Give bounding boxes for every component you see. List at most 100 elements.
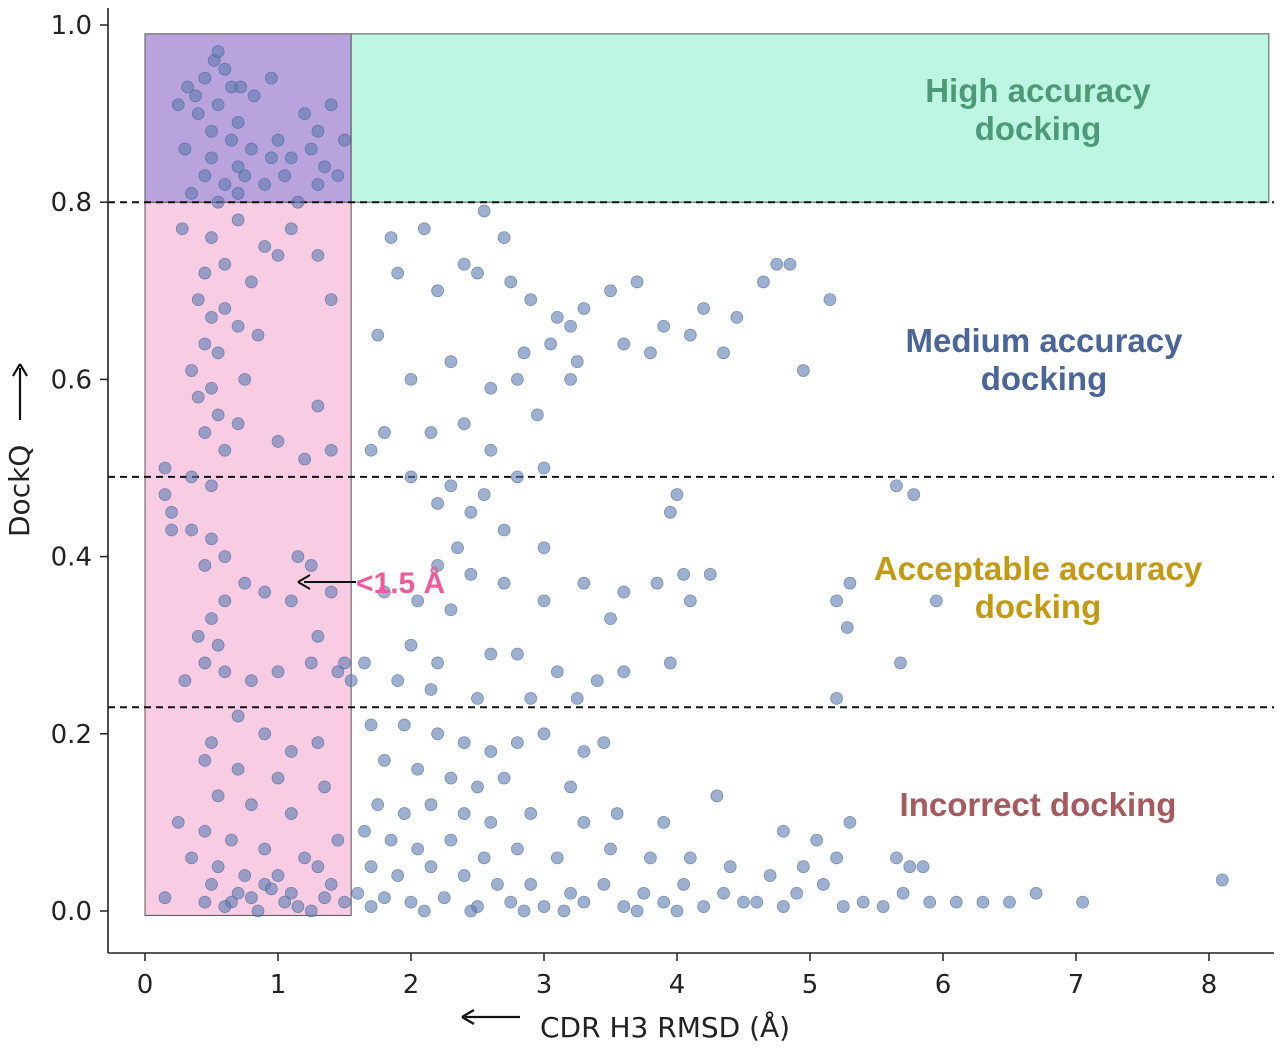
- data-point-217: [471, 691, 484, 705]
- data-point-254: [550, 851, 564, 865]
- data-point-131: [278, 895, 292, 909]
- data-point-138: [158, 891, 172, 905]
- data-point-130: [251, 904, 265, 918]
- y-tick-label-1: 0.2: [51, 720, 92, 750]
- high-accuracy-label-line2: docking: [975, 110, 1102, 147]
- data-point-311: [843, 576, 857, 590]
- callout-arrowhead: [297, 574, 311, 590]
- data-point-10: [211, 98, 225, 112]
- data-point-121: [271, 869, 285, 882]
- data-point-67: [218, 443, 232, 457]
- data-point-16: [205, 151, 218, 165]
- data-point-0: [181, 80, 194, 94]
- data-point-94: [271, 665, 285, 679]
- data-point-251: [444, 833, 458, 847]
- medium-accuracy-label-line2: docking: [981, 360, 1108, 397]
- data-point-84: [284, 594, 298, 608]
- data-point-189: [451, 541, 464, 555]
- data-point-274: [677, 878, 691, 891]
- data-point-96: [331, 665, 345, 679]
- data-point-68: [298, 452, 312, 466]
- data-point-196: [464, 567, 478, 581]
- data-point-248: [358, 824, 371, 838]
- data-point-220: [364, 718, 378, 732]
- data-point-123: [205, 878, 218, 891]
- data-point-176: [424, 426, 438, 439]
- data-point-180: [404, 470, 418, 484]
- data-point-106: [231, 762, 245, 776]
- data-point-52: [218, 302, 232, 315]
- data-point-318: [530, 408, 544, 422]
- data-point-207: [431, 656, 445, 670]
- data-point-312: [840, 621, 854, 634]
- data-point-139: [264, 882, 278, 896]
- data-point-215: [391, 674, 405, 688]
- data-point-165: [617, 337, 631, 351]
- y-tick-label-5: 1.0: [51, 11, 92, 41]
- data-point-117: [331, 833, 345, 847]
- data-point-271: [564, 886, 577, 900]
- data-point-263: [903, 860, 917, 874]
- y-axis-label: DockQ: [3, 445, 36, 537]
- x-tick-label-8: 8: [1201, 970, 1218, 1000]
- acceptable-accuracy-label-line1: Acceptable accuracy: [874, 550, 1203, 587]
- data-point-224: [484, 745, 498, 758]
- data-point-20: [284, 151, 298, 165]
- data-point-269: [491, 878, 504, 891]
- data-point-231: [444, 771, 458, 785]
- data-point-211: [590, 674, 604, 688]
- data-point-36: [205, 124, 218, 138]
- data-point-260: [796, 860, 810, 874]
- data-point-164: [570, 355, 584, 369]
- data-point-304: [417, 904, 431, 918]
- data-point-167: [683, 328, 697, 342]
- data-point-150: [550, 310, 564, 324]
- data-point-57: [251, 328, 265, 342]
- data-point-30: [331, 169, 345, 183]
- data-point-197: [497, 576, 511, 590]
- data-point-181: [444, 479, 458, 493]
- data-point-232: [471, 780, 484, 794]
- x-axis-label: CDR H3 RMSD (Å): [540, 1010, 790, 1044]
- data-point-194: [703, 567, 717, 581]
- axes-layer: [107, 8, 1274, 954]
- data-point-63: [198, 426, 212, 439]
- data-point-280: [896, 886, 910, 900]
- data-point-75: [165, 523, 179, 537]
- data-point-303: [364, 900, 378, 913]
- data-point-14: [324, 98, 338, 112]
- data-point-64: [231, 417, 245, 431]
- data-point-120: [238, 869, 252, 882]
- data-point-78: [218, 550, 232, 563]
- data-point-203: [537, 594, 551, 608]
- data-point-297: [777, 900, 790, 913]
- data-point-95: [304, 656, 318, 670]
- data-point-101: [205, 736, 218, 750]
- data-point-253: [511, 842, 524, 856]
- data-point-82: [238, 576, 252, 590]
- data-point-169: [371, 328, 385, 342]
- x-tick-label-6: 6: [935, 970, 952, 1000]
- data-point-171: [444, 355, 458, 369]
- data-point-26: [238, 169, 252, 183]
- data-point-99: [344, 674, 358, 688]
- data-point-315: [907, 488, 921, 501]
- data-point-21: [304, 142, 318, 156]
- data-point-102: [258, 727, 272, 741]
- data-point-12: [264, 71, 278, 85]
- data-point-140: [384, 231, 398, 245]
- data-point-317: [894, 656, 907, 670]
- data-point-170: [404, 372, 418, 386]
- data-point-235: [371, 798, 385, 812]
- data-point-288: [437, 891, 451, 905]
- data-point-126: [284, 886, 298, 900]
- data-point-259: [763, 869, 777, 882]
- data-point-298: [836, 900, 850, 913]
- data-point-155: [697, 302, 710, 315]
- data-point-293: [617, 900, 631, 913]
- data-point-29: [311, 178, 325, 191]
- data-point-132: [304, 904, 318, 918]
- data-point-233: [497, 771, 511, 785]
- x-tick-label-3: 3: [536, 970, 553, 1000]
- data-point-188: [537, 541, 551, 555]
